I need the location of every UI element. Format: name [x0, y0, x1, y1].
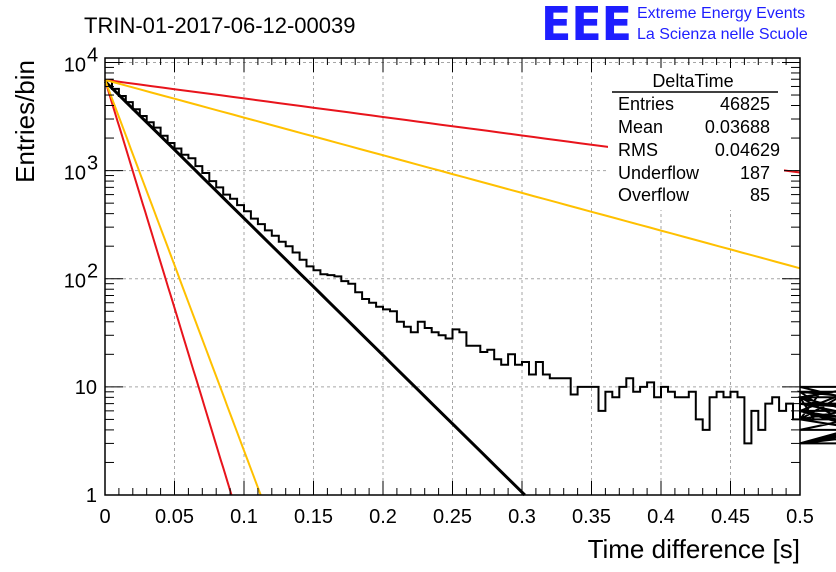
- stats-value-overflow: 85: [750, 185, 770, 205]
- logo: EEE Extreme Energy Events La Scienza nel…: [541, 0, 808, 51]
- x-tick-labels: 0 0.05 0.1 0.15 0.2 0.25 0.3 0.35 0.4 0.45 0.5: [99, 506, 813, 528]
- stats-value-underflow: 187: [740, 163, 770, 183]
- run-title: TRIN-01-2017-06-12-00039: [84, 13, 356, 38]
- stats-title: DeltaTime: [652, 71, 733, 91]
- stats-label-rms: RMS: [618, 140, 658, 160]
- stats-box: DeltaTime Entries 46825 Mean 0.03688 RMS…: [608, 68, 784, 210]
- x-tick-label: 0.25: [433, 506, 472, 528]
- x-tick-label: 0.15: [294, 506, 333, 528]
- histogram: [105, 78, 836, 445]
- x-tick-label: 0.3: [508, 506, 536, 528]
- x-tick-label: 0: [99, 506, 110, 528]
- y-tick-label: 10: [75, 377, 97, 399]
- logo-subtitle-1: Extreme Energy Events: [637, 5, 805, 22]
- fit-curve: [103, 80, 526, 497]
- y-tick-exponent: 2: [87, 261, 98, 283]
- x-tick-label: 0.5: [786, 506, 814, 528]
- y-tick-label: 10: [64, 54, 86, 76]
- y-tick-label: 10: [64, 163, 86, 185]
- stats-value-mean: 0.03688: [705, 117, 770, 137]
- x-tick-label: 0.4: [647, 506, 675, 528]
- y-axis-title: Entries/bin: [10, 60, 40, 183]
- logo-subtitle-2: La Scienza nelle Scuole: [637, 26, 808, 43]
- y-tick-exponent: 3: [87, 153, 98, 175]
- stats-value-rms: 0.04629: [715, 140, 780, 160]
- x-tick-label: 0.45: [711, 506, 750, 528]
- stats-label-entries: Entries: [618, 94, 674, 114]
- stats-label-mean: Mean: [618, 117, 663, 137]
- fit-curve: [104, 78, 801, 270]
- histogram-path: [105, 78, 836, 445]
- y-tick-exponent: 4: [87, 44, 98, 66]
- stats-value-entries: 46825: [720, 94, 770, 114]
- y-tick-label: 1: [86, 485, 97, 507]
- x-tick-label: 0.05: [155, 506, 194, 528]
- x-axis-title: Time difference [s]: [588, 534, 800, 564]
- logo-eee: EEE: [541, 0, 632, 51]
- x-tick-label: 0.35: [572, 506, 611, 528]
- stats-label-overflow: Overflow: [618, 185, 690, 205]
- axis-ticks: [104, 58, 801, 496]
- fit-curve: [104, 79, 233, 496]
- fit-curve: [104, 79, 262, 496]
- y-tick-label: 10: [64, 271, 86, 293]
- stats-label-underflow: Underflow: [618, 163, 700, 183]
- x-tick-label: 0.1: [230, 506, 258, 528]
- x-tick-label: 0.2: [369, 506, 397, 528]
